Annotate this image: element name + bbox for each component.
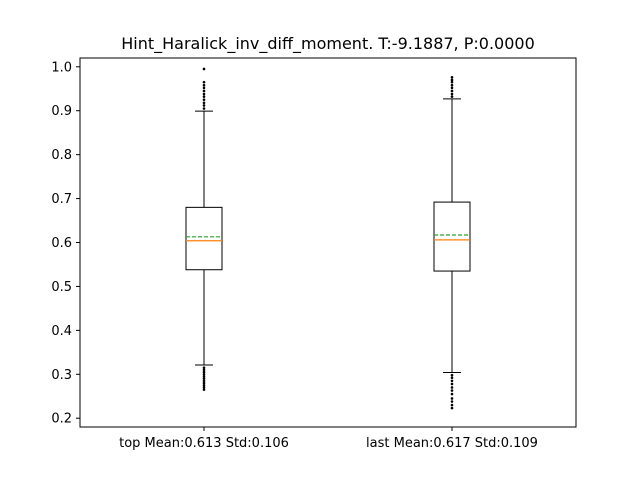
y-tick-label: 0.7 — [51, 192, 72, 207]
outlier-point — [450, 386, 454, 389]
outlier-point — [450, 403, 454, 407]
outlier-point — [450, 376, 454, 380]
outlier-point — [450, 373, 454, 377]
outlier-point — [450, 400, 454, 403]
y-tick-label: 0.9 — [51, 104, 72, 119]
outlier-point — [450, 86, 454, 90]
y-tick-label: 0.2 — [51, 412, 72, 427]
outlier-point — [202, 104, 206, 107]
outlier-point — [450, 80, 454, 84]
outlier-point — [202, 86, 206, 90]
outlier-point — [202, 381, 206, 385]
outlier-point — [450, 392, 454, 396]
chart-title: Hint_Haralick_inv_diff_moment. T:-9.1887… — [121, 34, 535, 54]
outlier-point — [202, 372, 206, 376]
outlier-point — [202, 95, 206, 98]
outlier-point — [202, 386, 206, 389]
outlier-point — [202, 366, 206, 369]
plot-frame — [79, 57, 577, 428]
outlier-point — [450, 397, 454, 400]
y-tick-label: 0.6 — [51, 236, 72, 251]
outlier-point — [450, 95, 454, 98]
y-tick-label: 0.5 — [51, 280, 72, 295]
outlier-point — [450, 382, 454, 386]
outlier-point — [202, 370, 206, 374]
outlier-point — [202, 98, 206, 102]
outlier-point — [450, 379, 454, 383]
y-tick-label: 0.3 — [51, 368, 72, 383]
outlier-point — [202, 67, 206, 71]
y-tick-label: 0.8 — [51, 148, 72, 163]
outlier-point — [450, 83, 454, 87]
outlier-point — [450, 76, 454, 79]
y-tick-label: 0.4 — [51, 324, 72, 339]
outlier-point — [450, 92, 454, 96]
outlier-point — [202, 388, 206, 391]
box — [185, 206, 223, 271]
outlier-point — [450, 406, 454, 410]
outlier-point — [202, 379, 206, 383]
outlier-point — [202, 101, 206, 105]
x-tick-label: last Mean:0.617 Std:0.109 — [366, 436, 538, 451]
outlier-point — [202, 377, 206, 380]
outlier-point — [202, 375, 206, 378]
outlier-point — [450, 78, 454, 82]
outlier-point — [202, 383, 206, 387]
box — [433, 201, 471, 272]
outlier-point — [202, 368, 206, 372]
outlier-point — [202, 89, 206, 93]
outlier-point — [450, 89, 454, 93]
x-tick-label: top Mean:0.613 Std:0.106 — [119, 436, 289, 451]
y-tick-label: 1.0 — [51, 60, 72, 75]
outlier-point — [202, 80, 206, 84]
outlier-point — [202, 83, 206, 87]
outlier-point — [202, 92, 206, 96]
outlier-point — [202, 107, 206, 110]
outlier-point — [450, 389, 454, 392]
